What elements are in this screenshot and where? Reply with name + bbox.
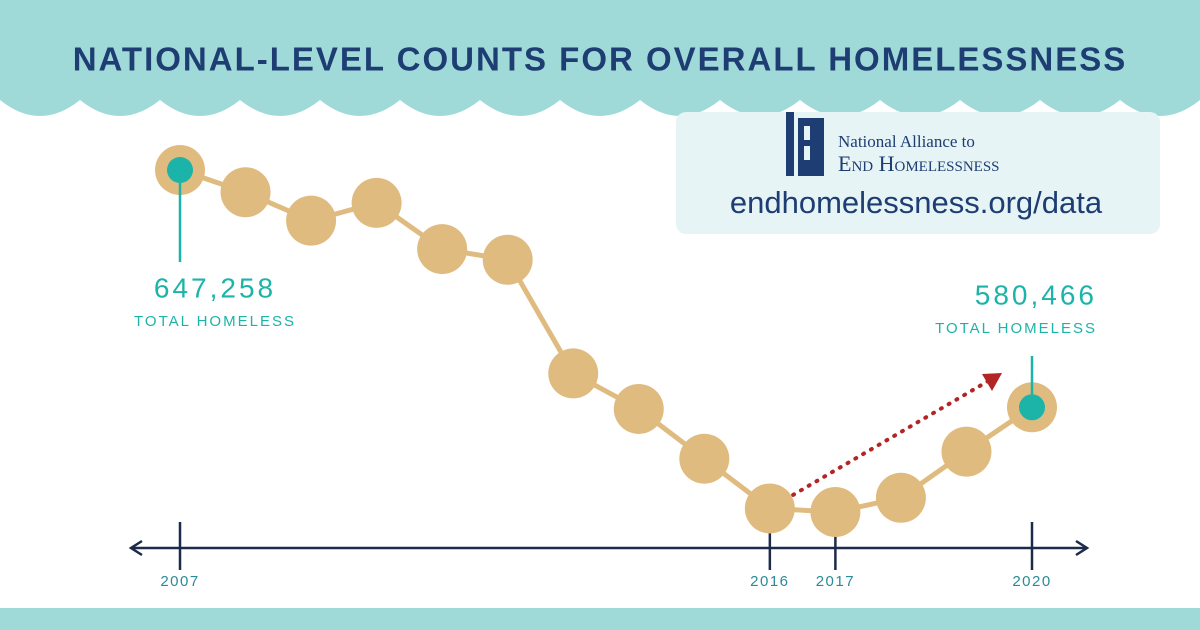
chart-title: NATIONAL-LEVEL COUNTS FOR OVERALL HOMELE… xyxy=(73,41,1128,78)
trend-arrow-head xyxy=(982,373,1002,391)
point xyxy=(482,234,533,285)
x-axis xyxy=(128,539,1090,557)
point xyxy=(613,383,664,434)
value-label: 647,258 xyxy=(154,272,276,303)
value-caption: TOTAL HOMELESS xyxy=(935,320,1097,337)
point xyxy=(679,433,730,484)
value-caption: TOTAL HOMELESS xyxy=(134,313,296,330)
logo-url: endhomelessness.org/data xyxy=(730,185,1103,220)
point xyxy=(875,472,926,523)
point xyxy=(941,426,992,477)
value-label: 580,466 xyxy=(975,279,1097,310)
point xyxy=(810,487,861,537)
x-tick-label: 2016 xyxy=(750,573,789,590)
x-tick-label: 2007 xyxy=(160,573,199,590)
point xyxy=(417,224,468,275)
x-tick-label: 2020 xyxy=(1012,573,1051,590)
footer-band xyxy=(0,608,1200,630)
logo-box xyxy=(676,112,1160,234)
logo-icon xyxy=(786,112,824,176)
header-band xyxy=(0,0,1200,116)
logo-line1: National Alliance to xyxy=(838,132,975,151)
logo-line2: End Homelessness xyxy=(838,151,1000,176)
point xyxy=(548,348,599,399)
trend-arrow xyxy=(767,378,992,511)
x-tick-label: 2017 xyxy=(816,573,855,590)
point xyxy=(220,167,271,218)
point xyxy=(744,483,795,534)
point xyxy=(286,195,337,246)
point xyxy=(351,177,402,228)
